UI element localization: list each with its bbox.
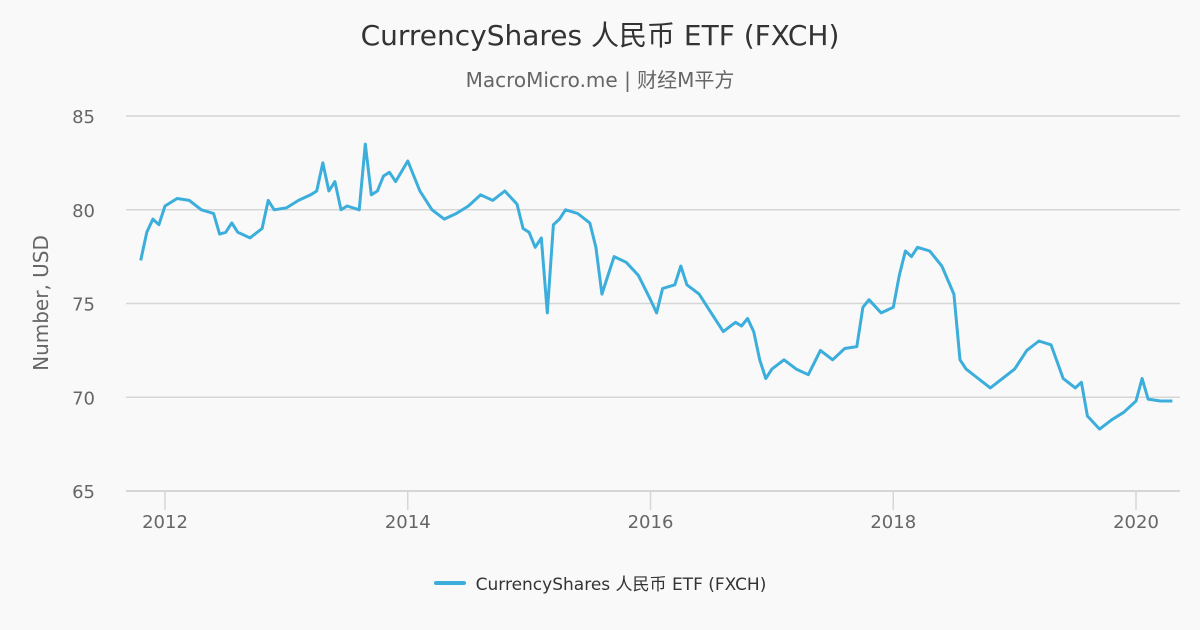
legend-swatch-icon [433,580,466,585]
chart-subtitle: MacroMicro.me | 财经M平方 [465,68,735,92]
y-axis-label: Number, USD [29,235,53,371]
y-tick-label: 70 [72,388,95,409]
series-line-fxch[interactable] [139,142,1173,431]
x-axis-ticks: 2012 2014 2016 2018 2020 [142,491,1159,533]
y-tick-label: 75 [72,295,95,316]
y-tick-label: 85 [72,107,95,128]
legend[interactable]: CurrencyShares 人民币 ETF (FXCH) [0,570,1200,595]
x-tick-label: 2020 [1113,512,1159,533]
y-axis-ticks: 65 70 75 80 85 [72,107,95,503]
chart-title: CurrencyShares 人民币 ETF (FXCH) [360,19,840,52]
x-tick-label: 2016 [628,512,674,533]
x-tick-label: 2018 [870,512,916,533]
y-tick-label: 65 [72,482,95,503]
x-tick-label: 2014 [385,512,431,533]
y-tick-label: 80 [72,201,95,222]
x-tick-label: 2012 [142,512,188,533]
legend-label: CurrencyShares 人民币 ETF (FXCH) [475,575,767,595]
